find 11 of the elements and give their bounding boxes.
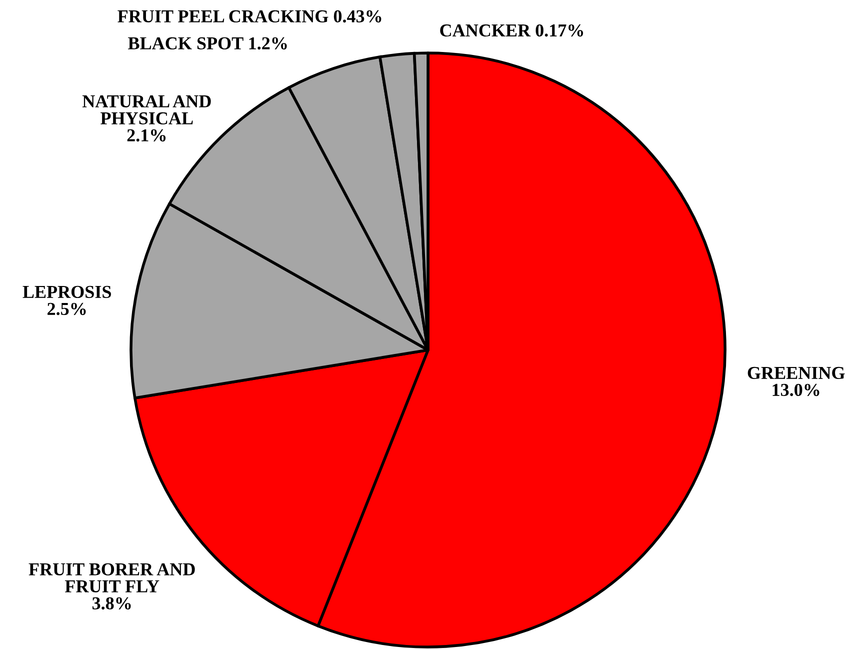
slice-label: NATURAL AND PHYSICAL <box>82 95 211 124</box>
slice-label: CANCKER 0.17% <box>440 24 584 37</box>
data-label: 2.1% <box>127 129 166 142</box>
slice-label: FRUIT BORER AND FRUIT FLY <box>28 563 195 592</box>
slice-label: GREENING <box>748 366 845 380</box>
slice-label: FRUIT PEEL CRACKING 0.43% <box>118 10 382 22</box>
data-label: 2.5% <box>48 302 86 316</box>
slice-label: BLACK SPOT 1.2% <box>128 37 287 50</box>
slice-label: LEPROSIS <box>22 286 111 298</box>
data-label: 13.0% <box>772 384 820 396</box>
data-label: 3.8% <box>92 597 131 610</box>
